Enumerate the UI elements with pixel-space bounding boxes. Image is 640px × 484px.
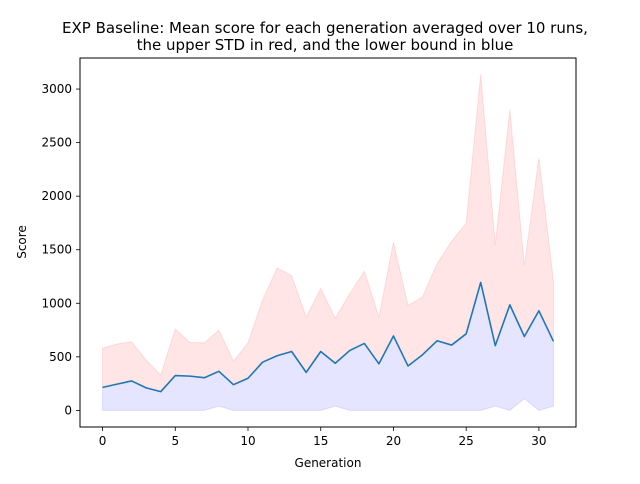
mean-point (407, 365, 409, 367)
y-tick-label: 2500 (41, 136, 72, 150)
mean-point (349, 350, 351, 352)
mean-point (145, 387, 147, 389)
mean-point (131, 380, 133, 382)
mean-point (334, 362, 336, 364)
x-tick-label: 10 (240, 434, 255, 448)
mean-point (116, 383, 118, 385)
mean-point (524, 336, 526, 338)
mean-point (160, 391, 162, 393)
y-axis: 0 500 1000 1500 2000 2500 3000 (41, 82, 80, 417)
x-tick-label: 5 (171, 434, 179, 448)
plot-frame (79, 57, 577, 428)
mean-point (465, 333, 467, 335)
y-tick-label: 500 (49, 350, 72, 364)
chart-title-line-2: the upper STD in red, and the lower boun… (137, 36, 514, 54)
x-tick-label: 25 (459, 434, 474, 448)
x-tick-label: 20 (386, 434, 401, 448)
plot-area (102, 74, 555, 411)
mean-point (378, 363, 380, 365)
mean-score-line (102, 281, 555, 393)
mean-point (189, 375, 191, 377)
mean-point (364, 343, 366, 345)
x-tick-label: 30 (531, 434, 546, 448)
y-tick-label: 1500 (41, 243, 72, 257)
y-tick-label: 2000 (41, 189, 72, 203)
mean-point (451, 344, 453, 346)
x-axis-label: Generation (295, 456, 362, 470)
mean-point (305, 372, 307, 374)
y-axis-label: Score (15, 225, 29, 259)
mean-point (480, 282, 482, 284)
mean-point (553, 341, 555, 343)
mean-point (494, 345, 496, 347)
y-tick-label: 0 (64, 403, 72, 417)
mean-point (204, 377, 206, 379)
mean-point (320, 351, 322, 353)
mean-point (422, 354, 424, 356)
mean-point (174, 375, 176, 377)
mean-point (509, 304, 511, 306)
mean-point (102, 387, 104, 389)
chart-title-line-1: EXP Baseline: Mean score for each genera… (62, 19, 588, 37)
mean-point (247, 377, 249, 379)
mean-point (218, 371, 220, 373)
x-tick-label: 15 (313, 434, 328, 448)
mean-point (262, 361, 264, 363)
mean-point (393, 335, 395, 337)
y-tick-label: 1000 (41, 296, 72, 310)
mean-point (276, 355, 278, 357)
mean-point (291, 351, 293, 353)
x-tick-label: 0 (99, 434, 107, 448)
y-tick-label: 3000 (41, 82, 72, 96)
x-axis: 0 5 10 15 20 25 30 (99, 427, 547, 448)
mean-point (538, 310, 540, 312)
mean-point (436, 340, 438, 342)
mean-point (233, 384, 235, 386)
